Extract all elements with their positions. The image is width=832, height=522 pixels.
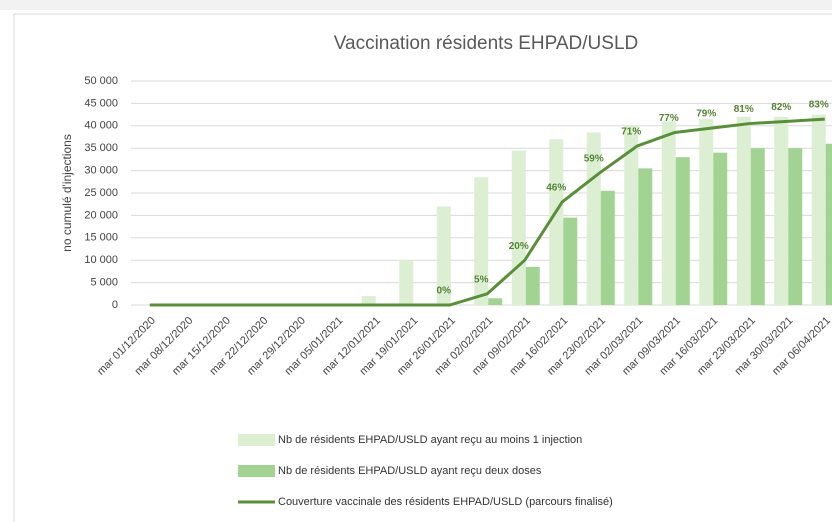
bar bbox=[361, 296, 376, 305]
bar bbox=[675, 157, 690, 305]
data-label: 0% bbox=[437, 286, 452, 297]
legend-label: Nb de résidents EHPAD/USLD ayant reçu de… bbox=[278, 465, 542, 477]
data-label: 83% bbox=[809, 100, 829, 111]
y-axis-label: no cumulé d'injections bbox=[60, 134, 74, 252]
data-label: 5% bbox=[474, 274, 489, 285]
bar bbox=[399, 260, 414, 305]
top-strip bbox=[0, 0, 832, 10]
bar bbox=[563, 217, 578, 305]
bar bbox=[624, 125, 639, 305]
y-tick-label: 40 000 bbox=[84, 120, 118, 132]
bar bbox=[638, 168, 653, 305]
bar bbox=[600, 190, 615, 305]
bar bbox=[488, 298, 503, 305]
bar bbox=[525, 266, 540, 305]
bar bbox=[774, 116, 789, 305]
bar bbox=[713, 152, 728, 305]
legend-swatch bbox=[238, 465, 275, 477]
y-tick-label: 45 000 bbox=[84, 97, 118, 109]
y-tick-label: 30 000 bbox=[84, 165, 118, 177]
data-label: 59% bbox=[584, 153, 604, 164]
data-label: 46% bbox=[546, 183, 566, 194]
data-label: 71% bbox=[621, 127, 641, 138]
line bbox=[149, 117, 825, 307]
bar bbox=[736, 116, 751, 305]
y-tick-label: 5 000 bbox=[90, 277, 118, 289]
legend-swatch bbox=[238, 434, 275, 446]
y-tick-label: 25 000 bbox=[84, 187, 118, 199]
y-tick-label: 15 000 bbox=[84, 232, 118, 244]
data-label: 82% bbox=[771, 102, 791, 113]
data-label: 20% bbox=[509, 241, 529, 252]
bar bbox=[788, 148, 803, 305]
chart-frame bbox=[13, 13, 832, 522]
legend-label: Couverture vaccinale des résidents EHPAD… bbox=[278, 496, 613, 508]
data-label: 79% bbox=[696, 109, 716, 120]
data-label: 81% bbox=[734, 104, 754, 115]
bar bbox=[661, 121, 676, 305]
chart-title: Vaccination résidents EHPAD/USLD bbox=[334, 33, 638, 54]
bar bbox=[474, 177, 489, 305]
y-tick-label: 0 bbox=[112, 299, 118, 311]
y-tick-label: 50 000 bbox=[84, 75, 118, 87]
bar bbox=[825, 143, 832, 305]
y-tick-label: 10 000 bbox=[84, 254, 118, 266]
bar bbox=[436, 206, 451, 305]
y-tick-label: 20 000 bbox=[84, 209, 118, 221]
legend-label: Nb de résidents EHPAD/USLD ayant reçu au… bbox=[278, 434, 582, 446]
bar bbox=[811, 114, 826, 305]
bar bbox=[750, 148, 765, 305]
bar bbox=[511, 150, 526, 305]
bar bbox=[549, 139, 564, 305]
data-label: 77% bbox=[659, 113, 679, 124]
y-tick-label: 35 000 bbox=[84, 142, 118, 154]
bar bbox=[699, 119, 714, 305]
